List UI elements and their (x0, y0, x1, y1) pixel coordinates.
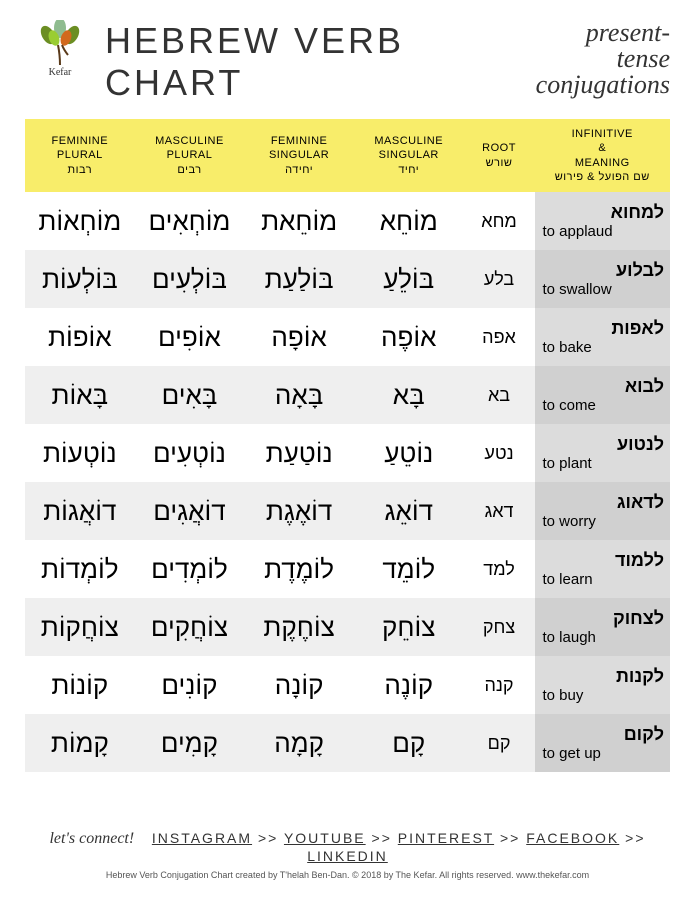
conjugation-cell: קָמָה (244, 714, 354, 772)
conjugation-cell: לוֹמְדִים (135, 540, 245, 598)
meaning-cell: לאפותto bake (535, 308, 671, 366)
table-row: בּוֹלְעוֹתבּוֹלְעִיםבּוֹלַעַתבּוֹלֵעַבלע… (25, 250, 670, 308)
column-header: FEMININEPLURALרבות (25, 119, 135, 192)
social-links: let's connect! INSTAGRAM >> YOUTUBE >> P… (25, 830, 670, 864)
facebook-link[interactable]: FACEBOOK (526, 830, 619, 846)
header: Kefar HEBREW VERB CHART present-tense co… (25, 20, 670, 104)
table-row: לוֹמְדוֹתלוֹמְדִיםלוֹמֶדֶתלוֹמֵדלמדללמוד… (25, 540, 670, 598)
conjugation-cell: קוֹנִים (135, 656, 245, 714)
root-cell: קנה (464, 656, 535, 714)
meaning-cell: לנטועto plant (535, 424, 671, 482)
copyright-text: Hebrew Verb Conjugation Chart created by… (25, 870, 670, 880)
column-header: MASCULINESINGULARיחיד (354, 119, 464, 192)
meaning-cell: למחואto applaud (535, 192, 671, 250)
root-cell: למד (464, 540, 535, 598)
conjugation-cell: דוֹאֲגִים (135, 482, 245, 540)
conjugation-cell: נוֹטְעוֹת (25, 424, 135, 482)
column-header: ROOTשורש (464, 119, 535, 192)
column-header: FEMININESINGULARיחידה (244, 119, 354, 192)
conjugation-cell: בּוֹלֵעַ (354, 250, 464, 308)
table-row: אוֹפוֹתאוֹפִיםאוֹפָהאוֹפֶהאפהלאפותto bak… (25, 308, 670, 366)
connect-lead: let's connect! (49, 830, 134, 847)
conjugation-cell: נוֹטַעַת (244, 424, 354, 482)
conjugation-cell: צוֹחֲקִים (135, 598, 245, 656)
conjugation-cell: בּוֹלַעַת (244, 250, 354, 308)
conjugation-cell: בּוֹלְעִים (135, 250, 245, 308)
table-row: מוֹחְאוֹתמוֹחְאִיםמוֹחֵאתמוֹחֵאמחאלמחואt… (25, 192, 670, 250)
table-row: קוֹנוֹתקוֹנִיםקוֹנָהקוֹנֶהקנהלקנותto buy (25, 656, 670, 714)
root-cell: קם (464, 714, 535, 772)
root-cell: צחק (464, 598, 535, 656)
conjugation-cell: קָמִים (135, 714, 245, 772)
conjugation-cell: צוֹחֶקֶת (244, 598, 354, 656)
root-cell: מחא (464, 192, 535, 250)
conjugation-cell: אוֹפִים (135, 308, 245, 366)
svg-text:Kefar: Kefar (49, 67, 72, 78)
root-cell: אפה (464, 308, 535, 366)
conjugation-cell: נוֹטֵעַ (354, 424, 464, 482)
title-block: HEBREW VERB CHART present-tense conjugat… (105, 20, 670, 104)
table-row: קָמוֹתקָמִיםקָמָהקָםקםלקוםto get up (25, 714, 670, 772)
verb-chart-table: FEMININEPLURALרבותMASCULINEPLURALרביםFEM… (25, 119, 670, 772)
table-row: דוֹאֲגוֹתדוֹאֲגִיםדוֹאֶגֶתדוֹאֵגדאגלדאוג… (25, 482, 670, 540)
meaning-cell: ללמודto learn (535, 540, 671, 598)
conjugation-cell: קוֹנוֹת (25, 656, 135, 714)
conjugation-cell: מוֹחְאִים (135, 192, 245, 250)
conjugation-cell: מוֹחֵא (354, 192, 464, 250)
kefar-logo: Kefar (25, 20, 95, 80)
conjugation-cell: צוֹחֲקוֹת (25, 598, 135, 656)
page-title: HEBREW VERB CHART (105, 20, 536, 104)
meaning-cell: לקנותto buy (535, 656, 671, 714)
meaning-cell: לבואto come (535, 366, 671, 424)
column-header: INFINITIVE&MEANINGשם הפועל & פירוש (535, 119, 671, 192)
conjugation-cell: אוֹפָה (244, 308, 354, 366)
conjugation-cell: קוֹנָה (244, 656, 354, 714)
root-cell: דאג (464, 482, 535, 540)
conjugation-cell: דוֹאֲגוֹת (25, 482, 135, 540)
linkedin-link[interactable]: LINKEDIN (307, 848, 388, 864)
conjugation-cell: לוֹמֵד (354, 540, 464, 598)
conjugation-cell: דוֹאֵג (354, 482, 464, 540)
conjugation-cell: לוֹמְדוֹת (25, 540, 135, 598)
footer: let's connect! INSTAGRAM >> YOUTUBE >> P… (25, 830, 670, 880)
meaning-cell: לקוםto get up (535, 714, 671, 772)
conjugation-cell: מוֹחְאוֹת (25, 192, 135, 250)
meaning-cell: לצחוקto laugh (535, 598, 671, 656)
conjugation-cell: אוֹפֶה (354, 308, 464, 366)
conjugation-cell: בָּא (354, 366, 464, 424)
page-subtitle: present-tense conjugations (536, 20, 670, 98)
table-row: נוֹטְעוֹתנוֹטְעִיםנוֹטַעַתנוֹטֵעַנטעלנטו… (25, 424, 670, 482)
root-cell: בא (464, 366, 535, 424)
conjugation-cell: נוֹטְעִים (135, 424, 245, 482)
conjugation-cell: אוֹפוֹת (25, 308, 135, 366)
column-header: MASCULINEPLURALרבים (135, 119, 245, 192)
conjugation-cell: קָמוֹת (25, 714, 135, 772)
conjugation-cell: דוֹאֶגֶת (244, 482, 354, 540)
youtube-link[interactable]: YOUTUBE (284, 830, 366, 846)
table-row: צוֹחֲקוֹתצוֹחֲקִיםצוֹחֶקֶתצוֹחֵקצחקלצחוק… (25, 598, 670, 656)
meaning-cell: לבלועto swallow (535, 250, 671, 308)
conjugation-cell: קוֹנֶה (354, 656, 464, 714)
conjugation-cell: מוֹחֵאת (244, 192, 354, 250)
conjugation-cell: בָּאָה (244, 366, 354, 424)
root-cell: בלע (464, 250, 535, 308)
table-row: בָּאוֹתבָּאִיםבָּאָהבָּאבאלבואto come (25, 366, 670, 424)
meaning-cell: לדאוגto worry (535, 482, 671, 540)
root-cell: נטע (464, 424, 535, 482)
conjugation-cell: צוֹחֵק (354, 598, 464, 656)
pinterest-link[interactable]: PINTEREST (398, 830, 494, 846)
conjugation-cell: קָם (354, 714, 464, 772)
conjugation-cell: בָּאִים (135, 366, 245, 424)
conjugation-cell: בָּאוֹת (25, 366, 135, 424)
conjugation-cell: בּוֹלְעוֹת (25, 250, 135, 308)
conjugation-cell: לוֹמֶדֶת (244, 540, 354, 598)
instagram-link[interactable]: INSTAGRAM (152, 830, 252, 846)
